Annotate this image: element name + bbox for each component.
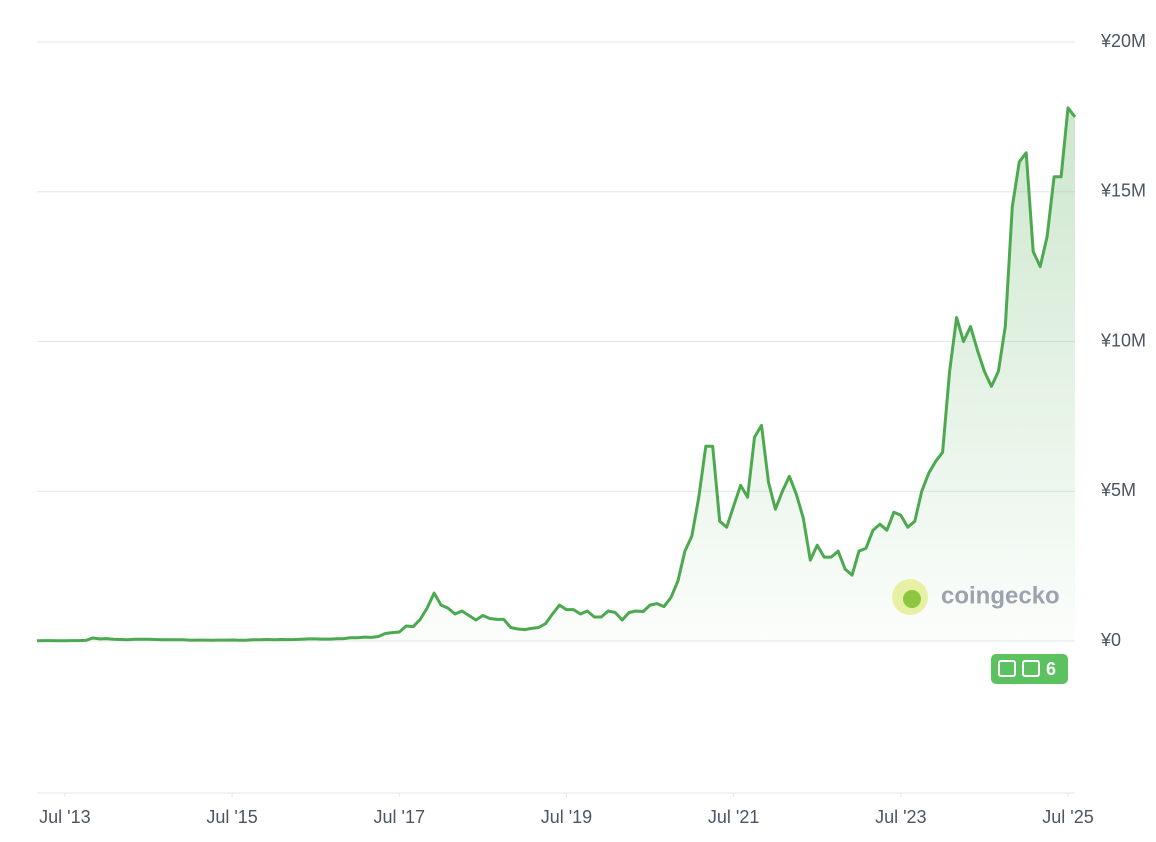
y-tick-label: ¥0 (1100, 630, 1121, 650)
x-tick-label: Jul '15 (206, 807, 257, 827)
price-area (37, 107, 1075, 641)
y-tick-label: ¥20M (1100, 31, 1146, 51)
price-line (36, 106, 1077, 643)
watermark-text: coingecko (941, 582, 1060, 609)
x-tick-label: Jul '25 (1042, 807, 1093, 827)
watermark-logo-inner (903, 590, 921, 608)
news-badge-bg[interactable] (991, 654, 1068, 684)
y-tick-label: ¥15M (1100, 181, 1146, 201)
x-tick-label: Jul '13 (39, 807, 90, 827)
y-tick-label: ¥5M (1100, 480, 1136, 500)
news-count[interactable]: 6 (1046, 659, 1056, 679)
x-tick-label: Jul '19 (541, 807, 592, 827)
y-tick-label: ¥10M (1100, 330, 1146, 350)
x-tick-label: Jul '17 (374, 807, 425, 827)
watermark: coingecko (892, 579, 1060, 615)
news-icon (998, 660, 1016, 677)
news-badge[interactable]: 6 (991, 654, 1068, 684)
news-icon (1022, 660, 1040, 677)
x-tick-label: Jul '21 (708, 807, 759, 827)
x-tick-label: Jul '23 (875, 807, 926, 827)
